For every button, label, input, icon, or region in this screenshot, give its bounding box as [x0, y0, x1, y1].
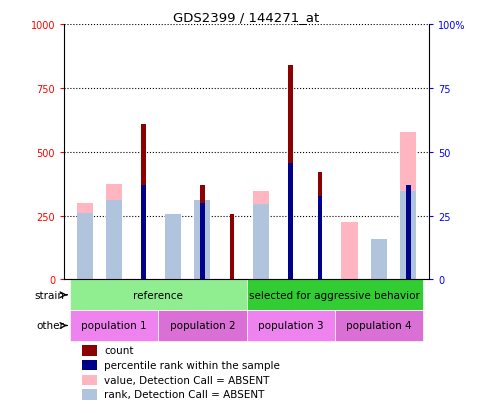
Title: GDS2399 / 144271_at: GDS2399 / 144271_at [174, 11, 319, 24]
Bar [288, 164, 293, 280]
Bar [106, 201, 122, 280]
Bar [400, 133, 417, 280]
Bar [246, 311, 335, 341]
Text: value, Detection Call = ABSENT: value, Detection Call = ABSENT [104, 375, 270, 385]
Bar [165, 215, 181, 280]
Text: population 3: population 3 [258, 321, 323, 331]
Bar [141, 124, 146, 280]
Text: reference: reference [133, 290, 183, 300]
Bar [400, 192, 417, 280]
Bar [335, 311, 423, 341]
Bar [406, 185, 411, 280]
Bar [82, 375, 97, 385]
Text: population 4: population 4 [346, 321, 412, 331]
Text: selected for aggressive behavior: selected for aggressive behavior [249, 290, 420, 300]
Bar [288, 66, 293, 280]
Text: population 1: population 1 [81, 321, 147, 331]
Text: count: count [104, 346, 134, 356]
Text: rank, Detection Call = ABSENT: rank, Detection Call = ABSENT [104, 389, 265, 399]
Bar [141, 185, 146, 280]
Bar [82, 360, 97, 370]
Bar [318, 197, 322, 280]
Bar [230, 215, 234, 280]
Bar [158, 311, 246, 341]
Bar [200, 185, 205, 280]
Bar [70, 311, 158, 341]
Bar [82, 345, 97, 356]
Bar [106, 184, 122, 280]
Text: strain: strain [34, 290, 64, 300]
Bar [318, 173, 322, 280]
Bar [253, 204, 269, 280]
Bar [341, 223, 357, 280]
Bar [82, 389, 97, 400]
Bar [371, 239, 387, 280]
Text: percentile rank within the sample: percentile rank within the sample [104, 360, 280, 370]
Bar [200, 203, 205, 280]
Bar [165, 215, 181, 280]
Bar [371, 239, 387, 280]
Bar [76, 214, 93, 280]
Text: population 2: population 2 [170, 321, 235, 331]
Bar [246, 280, 423, 311]
Bar [194, 201, 211, 280]
Bar [253, 192, 269, 280]
Text: other: other [36, 321, 64, 331]
Bar [70, 280, 246, 311]
Bar [76, 203, 93, 280]
